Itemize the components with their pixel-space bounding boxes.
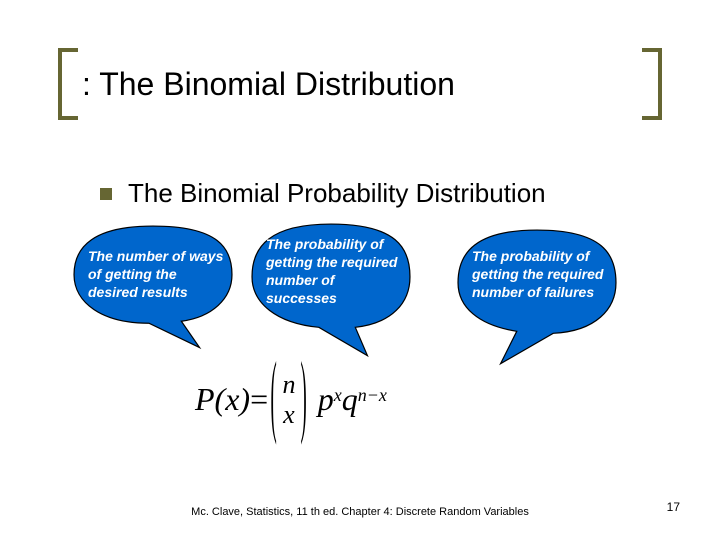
subtitle-row: The Binomial Probability Distribution [100,178,546,209]
formula-binom: n x [282,370,295,430]
slide-title: : The Binomial Distribution [78,66,455,103]
formula-q: q [342,381,358,418]
title-bracket-left [58,48,78,120]
binom-bot: x [283,400,295,430]
formula-q-exp: n−x [358,385,387,406]
slide-subtitle: The Binomial Probability Distribution [128,178,546,209]
formula-eq: = [250,381,268,418]
title-bracket-right [642,48,662,120]
formula-p-exp: x [334,385,342,406]
footer-citation: Mc. Clave, Statistics, 11 th ed. Chapter… [0,506,720,518]
formula: P(x) = ( n x ) p x q n−x [195,370,387,430]
page-number: 17 [667,500,680,514]
callout-text-3: The probability of getting the required … [472,248,612,302]
callout-text-2: The probability of getting the required … [266,236,406,308]
bullet-square-icon [100,188,112,200]
formula-lhs: P(x) [195,381,250,418]
formula-p: p [318,381,334,418]
binom-top: n [282,370,295,400]
callout-text-1: The number of ways of getting the desire… [88,248,228,302]
slide-title-bar: : The Binomial Distribution [58,48,662,120]
